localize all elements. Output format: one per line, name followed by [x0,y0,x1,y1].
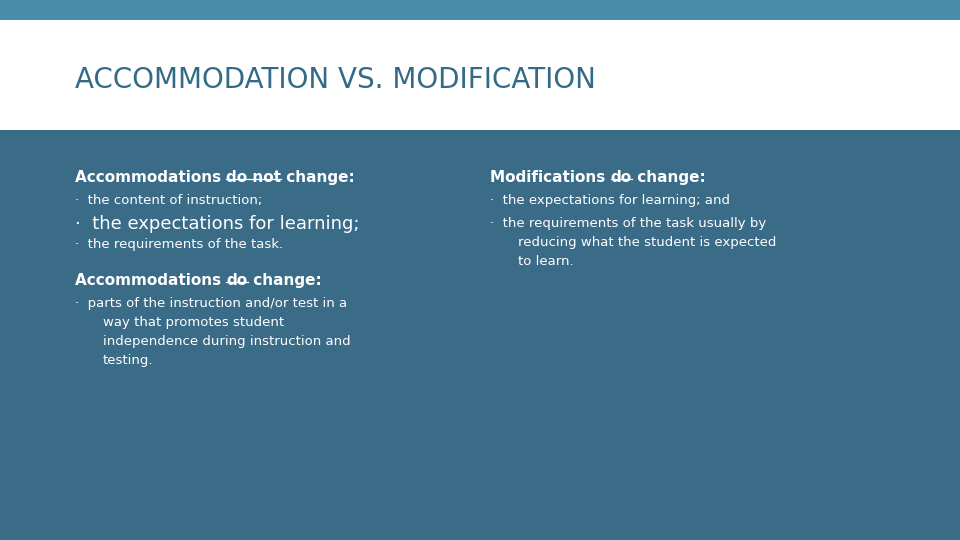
Text: testing.: testing. [103,354,154,367]
Text: change:: change: [632,170,706,185]
Text: to learn.: to learn. [518,255,574,268]
Text: ·  the requirements of the task usually by: · the requirements of the task usually b… [490,217,766,230]
Text: do not: do not [227,170,281,185]
Text: ·  the requirements of the task.: · the requirements of the task. [75,238,283,251]
Text: ·  the content of instruction;: · the content of instruction; [75,194,262,207]
Text: ·  the expectations for learning; and: · the expectations for learning; and [490,194,730,207]
Text: Accommodations: Accommodations [75,170,227,185]
Text: way that promotes student: way that promotes student [103,316,284,329]
Bar [0,0,960,20]
Text: Accommodations: Accommodations [75,273,227,288]
Text: independence during instruction and: independence during instruction and [103,335,350,348]
Text: ·  parts of the instruction and/or test in a: · parts of the instruction and/or test i… [75,297,348,310]
Text: reducing what the student is expected: reducing what the student is expected [518,236,777,249]
Text: Modifications: Modifications [490,170,611,185]
Text: do: do [227,273,248,288]
Bar [0,130,960,540]
Text: do: do [611,170,632,185]
Text: ·  the expectations for learning;: · the expectations for learning; [75,215,359,233]
Text: change:: change: [248,273,322,288]
Text: ACCOMMODATION VS. MODIFICATION: ACCOMMODATION VS. MODIFICATION [75,66,596,94]
Text: change:: change: [281,170,355,185]
